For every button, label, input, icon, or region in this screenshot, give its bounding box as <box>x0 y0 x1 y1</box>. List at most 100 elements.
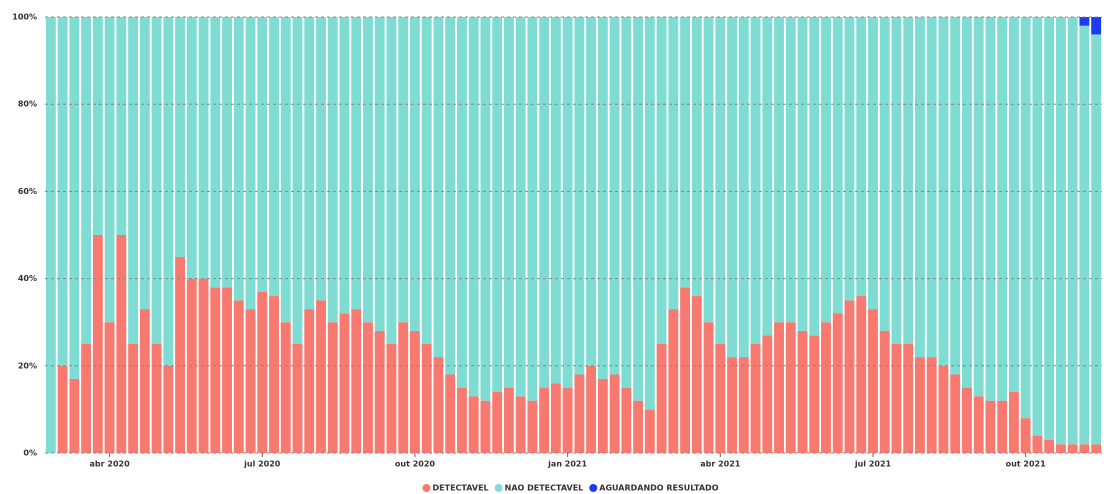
bar-segment <box>644 409 655 453</box>
bar-segment <box>503 17 514 388</box>
bar-segment <box>233 17 244 301</box>
bar-segment <box>539 387 550 453</box>
bar-segment <box>374 330 385 453</box>
bar-segment <box>445 17 456 375</box>
bar-segment <box>680 287 691 453</box>
bar-segment <box>962 387 972 453</box>
bar-segment <box>139 309 150 453</box>
bar-segment <box>327 17 338 323</box>
bar-segment <box>45 17 56 453</box>
legend-marker <box>422 484 431 492</box>
bar-segment <box>738 17 749 358</box>
bar-segment <box>222 17 232 288</box>
bar-segment <box>868 17 878 310</box>
bar-segment <box>950 17 961 375</box>
bar-segment <box>903 344 914 453</box>
bar-segment <box>797 17 808 331</box>
bar-segment <box>316 300 326 453</box>
bar-segment <box>574 374 585 453</box>
bar-segment <box>433 17 444 358</box>
legend: DETECTAVEL NAO DETECTAVEL AGUARDANDO RESUL… <box>422 484 719 493</box>
bar-segment <box>339 17 350 314</box>
bar-segment <box>879 330 890 453</box>
bar-segment <box>468 396 479 453</box>
bar-segment <box>257 17 268 292</box>
bar-segment <box>92 17 103 235</box>
bar-segment <box>832 17 843 314</box>
bar-segment <box>492 17 503 392</box>
bar-segment <box>915 357 925 453</box>
bar-segment <box>586 365 597 453</box>
bar-segment <box>774 17 784 323</box>
bar-segment <box>1008 391 1019 453</box>
y-tick-label: 100% <box>12 13 37 22</box>
bar-segment <box>539 17 550 388</box>
bar-segment <box>621 17 632 388</box>
bar-segment <box>269 17 279 297</box>
bar-segment <box>245 309 256 453</box>
bar-segment <box>280 322 291 453</box>
bar-segment <box>844 17 855 301</box>
bar-segment <box>997 400 1008 453</box>
legend-marker <box>589 484 598 492</box>
bar-segment <box>715 344 726 453</box>
bar-segment <box>609 17 620 375</box>
bar-segment <box>1079 25 1090 445</box>
bar-segment <box>1020 418 1031 453</box>
bar-segment <box>269 296 279 453</box>
bar-segment <box>821 17 831 323</box>
bar-segment <box>492 391 503 453</box>
bar-segment <box>1079 17 1090 26</box>
bar-segment <box>762 335 773 453</box>
bar-segment <box>198 17 209 279</box>
bar-segment <box>1091 17 1102 35</box>
bar-segment <box>104 17 115 323</box>
bar-segment <box>69 17 80 379</box>
legend-label: AGUARDANDO RESULTADO <box>599 484 718 493</box>
bar-segment <box>832 313 843 453</box>
bar-segment <box>550 383 561 453</box>
bar-segment <box>915 17 925 358</box>
bar-segment <box>304 17 315 310</box>
bar-segment <box>1044 439 1055 453</box>
bar-segment <box>304 309 315 453</box>
bar-segment <box>691 296 702 453</box>
y-tick-label: 80% <box>18 100 37 109</box>
bar-segment <box>527 400 538 453</box>
bar-segment <box>891 17 902 344</box>
bar-segment <box>774 322 784 453</box>
bar-segment <box>186 17 197 279</box>
bar-segment <box>562 387 573 453</box>
bar-segment <box>621 387 632 453</box>
bar-segment <box>210 287 221 453</box>
bar-segment <box>480 17 491 401</box>
bar-segment <box>398 17 409 323</box>
bars <box>45 17 1102 453</box>
bar-segment <box>398 322 409 453</box>
bar-segment <box>222 287 232 453</box>
bar-segment <box>656 17 667 344</box>
bar-segment <box>480 400 491 453</box>
bar-segment <box>515 17 526 397</box>
bar-segment <box>233 300 244 453</box>
bar-segment <box>691 17 702 297</box>
bar-segment <box>327 322 338 453</box>
bar-segment <box>257 291 268 453</box>
bar-segment <box>445 374 456 453</box>
bar-segment <box>69 378 80 453</box>
bar-segment <box>750 344 761 453</box>
y-tick-label: 20% <box>18 361 37 370</box>
bar-segment <box>210 17 221 288</box>
bar-segment <box>175 256 185 453</box>
bar-segment <box>785 17 796 323</box>
bar-segment <box>950 374 961 453</box>
bar-segment <box>1008 17 1019 392</box>
bar-segment <box>1079 444 1090 453</box>
bar-segment <box>1067 17 1078 445</box>
bar-segment <box>973 17 984 397</box>
bar-segment <box>57 365 68 453</box>
bar-segment <box>891 344 902 453</box>
bar-segment <box>128 344 139 453</box>
bar-segment <box>633 17 644 401</box>
bar-segment <box>527 17 538 401</box>
